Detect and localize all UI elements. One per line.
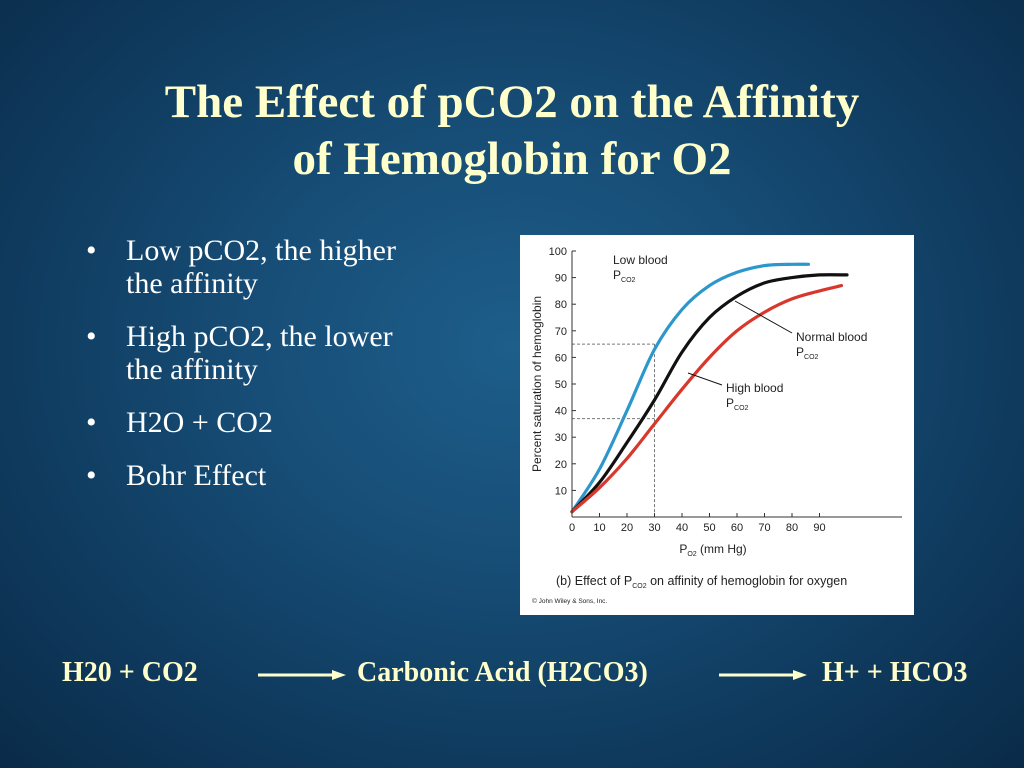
x-tick-label: 40 [676,522,688,534]
y-tick-label: 80 [555,299,567,311]
y-tick-label: 90 [555,273,567,285]
series-label-high-pco2: PCO2 [726,396,749,412]
curve-low-pco2 [570,262,811,514]
bullet-text: High pCO2, the lower [126,320,393,353]
series-label-normal: Normal blood [796,330,867,344]
y-tick-label: 70 [555,326,567,338]
x-tick-label: 70 [758,522,770,534]
bullet-list: • Low pCO2, the higher the affinity • Hi… [86,234,506,512]
reaction-arrow-icon [258,670,346,680]
curve-normal-pco2 [570,273,849,514]
y-tick-label: 50 [555,379,567,391]
y-tick-label: 60 [555,352,567,364]
slide-title-line-2: of Hemoglobin for O2 [292,133,732,185]
x-tick-label: 30 [648,522,660,534]
bohr-equation: H20 + CO2 Carbonic Acid (H2CO3) H+ + HCO… [0,657,1024,697]
bullet-dot-icon: • [86,459,97,492]
x-tick-label: 90 [813,522,825,534]
series-label-normal-pco2: PCO2 [796,345,819,361]
equation-reactants: H20 + CO2 [62,657,198,688]
equation-products: H+ + HCO3 [822,657,968,688]
x-tick-label: 20 [621,522,633,534]
bullet-text: Bohr Effect [126,459,267,492]
y-tick-label: 20 [555,459,567,471]
series-label-low: Low blood [613,253,668,267]
bullet-item: • Low pCO2, the higher the affinity [86,234,506,300]
series-leader-high [687,372,723,386]
bullet-dot-icon: • [86,320,97,353]
x-axis-label-sub: O2 [687,551,696,558]
series-leader-normal [734,300,793,334]
bullet-item: • Bohr Effect [86,459,506,492]
reaction-arrow-icon [719,670,807,680]
x-tick-label: 80 [786,522,798,534]
x-axis-label-unit: (mm Hg) [697,542,747,556]
x-tick-label: 60 [731,522,743,534]
curve-high-pco2 [570,284,844,514]
y-tick-label: 100 [549,246,567,258]
series-label-low-pco2: PCO2 [613,268,636,284]
x-tick-label: 10 [593,522,605,534]
bullet-item: • H2O + CO2 [86,406,506,439]
y-tick-label: 30 [555,432,567,444]
x-tick-label: 50 [703,522,715,534]
y-axis-label: Percent saturation of hemoglobin [530,296,544,472]
x-axis-label-p: P [679,542,687,556]
equation-intermediate: Carbonic Acid (H2CO3) [357,657,648,688]
bullet-text: H2O + CO2 [126,406,273,439]
bullet-item: • High pCO2, the lower the affinity [86,320,506,386]
series-label-high: High blood [726,381,783,395]
bullet-text-continued: the affinity [126,353,258,386]
x-tick-label: 0 [569,522,575,534]
x-axis-label: PO2 (mm Hg) [679,542,746,558]
slide-title-line-1: The Effect of pCO2 on the Affinity [164,76,860,128]
chart-caption: (b) Effect of PCO2 on affinity of hemogl… [556,574,847,590]
y-tick-label: 10 [555,485,567,497]
bullet-dot-icon: • [86,406,97,439]
oxygen-dissociation-figure: 0 10 20 30 40 50 60 70 80 90 10 20 30 40 50 60 70 80 90 100… [520,235,914,615]
y-tick-label: 40 [555,406,567,418]
bullet-text: Low pCO2, the higher [126,234,396,267]
bullet-dot-icon: • [86,234,97,267]
slide-title: The Effect of pCO2 on the Affinity of He… [40,74,984,188]
bullet-text-continued: the affinity [126,267,258,300]
oxygen-dissociation-chart: 0 10 20 30 40 50 60 70 80 90 10 20 30 40 50 60 70 80 90 100… [530,246,902,605]
copyright-notice: © John Wiley & Sons, Inc. [532,597,607,605]
